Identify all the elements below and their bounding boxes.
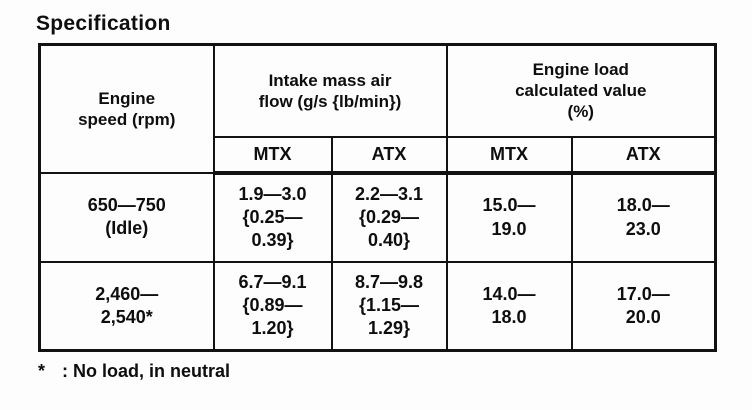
cell-intake-mtx-idle: 1.9—3.0 {0.25— 0.39} — [212, 171, 333, 263]
cell-intake-mtx-2460: 6.7—9.1 {0.89— 1.20} — [212, 260, 333, 352]
footnote-text: : No load, in neutral — [62, 361, 231, 381]
subheader-load-atx: ATX — [570, 135, 717, 175]
cell-load-mtx-2460: 14.0— 18.0 — [445, 260, 573, 352]
header-engine-load: Engine load calculated value (%) — [445, 43, 717, 138]
specification-table: Engine speed (rpm) Intake mass air flow … — [38, 43, 718, 352]
table-row: 650—750 (Idle) 1.9—3.0 {0.25— 0.39} 2.2—… — [38, 171, 717, 263]
footnote: * : No load, in neutral — [38, 361, 752, 382]
cell-intake-atx-idle: 2.2—3.1 {0.29— 0.40} — [330, 171, 448, 263]
page-title: Specification — [36, 12, 171, 35]
subheader-intake-mtx: MTX — [212, 135, 333, 175]
header-intake-mass-air-flow: Intake mass air flow (g/s {lb/min}) — [212, 43, 448, 138]
cell-intake-atx-2460: 8.7—9.8 {1.15— 1.29} — [330, 260, 448, 352]
footnote-asterisk: * — [38, 361, 46, 381]
table-row: 2,460— 2,540* 6.7—9.1 {0.89— 1.20} 8.7—9… — [38, 260, 717, 352]
cell-speed-2460: 2,460— 2,540* — [38, 260, 215, 352]
cell-load-mtx-idle: 15.0— 19.0 — [445, 171, 573, 263]
cell-load-atx-idle: 18.0— 23.0 — [570, 171, 717, 263]
cell-load-atx-2460: 17.0— 20.0 — [570, 260, 717, 352]
subheader-intake-atx: ATX — [330, 135, 448, 175]
cell-speed-idle: 650—750 (Idle) — [38, 171, 215, 263]
subheader-load-mtx: MTX — [445, 135, 573, 175]
header-engine-speed: Engine speed (rpm) — [38, 43, 215, 174]
